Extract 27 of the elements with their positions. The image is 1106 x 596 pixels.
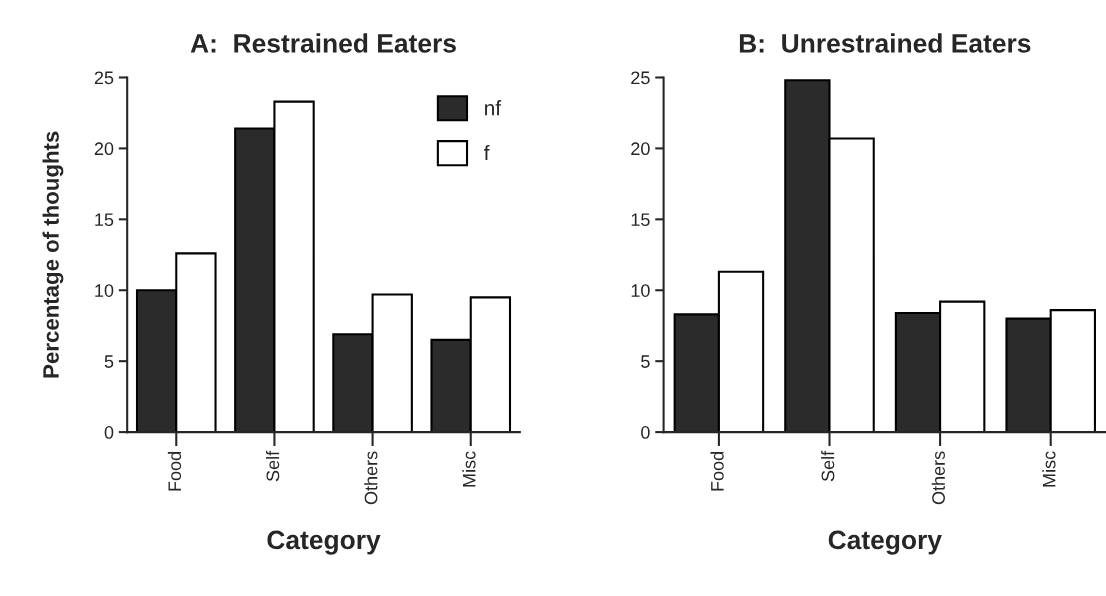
legend-label: nf	[485, 100, 502, 116]
y-tick-label: 0	[641, 426, 650, 439]
x-tick-label: Misc	[462, 451, 476, 487]
x-tick-label: Food	[167, 452, 182, 491]
y-tick-label: 15	[631, 213, 650, 227]
y-tick-label: 20	[94, 142, 114, 156]
y-tick-label: 10	[95, 284, 114, 297]
y-tick-label: 0	[104, 426, 114, 439]
y-tick-label: 20	[631, 142, 650, 156]
x-tick-label: Others	[364, 451, 378, 505]
x-axis-title: Category	[267, 530, 381, 555]
x-tick-label: Self	[821, 450, 835, 482]
y-tick-label: 15	[95, 213, 114, 227]
x-tick-label: Misc	[1042, 451, 1056, 487]
y-tick-label: 25	[631, 71, 650, 85]
chart-title: B: Unrestrained Eaters	[739, 33, 1031, 53]
y-tick-label: 5	[641, 355, 650, 368]
x-axis-title: Category	[828, 530, 942, 555]
y-axis-title: Percentage of thoughts	[42, 131, 64, 378]
x-tick-label: Food	[710, 452, 724, 491]
y-tick-label: 5	[104, 355, 114, 368]
y-tick-label: 25	[94, 71, 114, 85]
x-tick-label: Self	[266, 450, 280, 482]
y-tick-label: 10	[631, 284, 650, 297]
chart-title: A: Restrained Eaters	[190, 33, 456, 53]
legend-label: f	[483, 145, 490, 161]
x-tick-label: Others	[931, 451, 945, 505]
